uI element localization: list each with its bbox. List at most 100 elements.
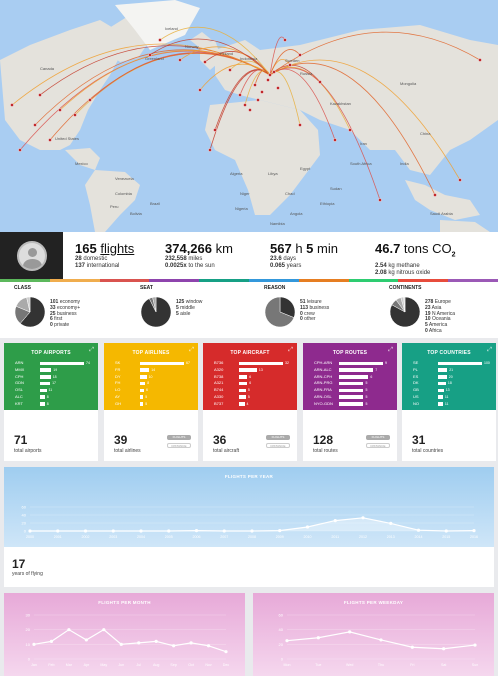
airport-marker[interactable]: [243, 103, 247, 107]
expand-icon[interactable]: ⤢: [288, 347, 293, 353]
card-row[interactable]: ARN-FRA 5: [314, 387, 390, 394]
airport-marker[interactable]: [238, 93, 242, 97]
card-row[interactable]: AY 5: [115, 394, 191, 401]
data-point[interactable]: [410, 645, 414, 649]
flights-link[interactable]: flights: [100, 241, 135, 256]
flights-toggle-button[interactable]: FLIGHTS: [366, 435, 390, 440]
flight-map[interactable]: Greenland Canada United States Mexico Venezu…: [0, 0, 498, 232]
pie-slice[interactable]: [19, 296, 46, 328]
pie-slice[interactable]: [264, 296, 295, 328]
distance-toggle-button[interactable]: DISTANCE: [366, 443, 390, 448]
pie-chart[interactable]: [264, 296, 296, 328]
pie-chart[interactable]: [140, 296, 172, 328]
pie-chart[interactable]: [14, 296, 46, 328]
flights-per-weekday-chart[interactable]: 0 20 40 60 Mon Tue Wed Thu Fri Sat Sun: [253, 593, 494, 676]
airport-marker[interactable]: [478, 58, 482, 62]
airport-marker[interactable]: [433, 193, 437, 197]
flights-toggle-button[interactable]: FLIGHTS: [167, 435, 191, 440]
data-point[interactable]: [49, 639, 54, 643]
card-row[interactable]: CPH-ARN 9: [314, 360, 390, 367]
card-row[interactable]: OSL 11: [15, 387, 91, 394]
card-row[interactable]: A320 13: [214, 367, 290, 374]
card-row[interactable]: NO 11: [413, 401, 489, 408]
card-row[interactable]: CPH 18: [15, 374, 91, 381]
airport-marker[interactable]: [348, 128, 352, 132]
card-row[interactable]: ALC 8: [15, 394, 91, 401]
airport-marker[interactable]: [272, 70, 276, 74]
card-row[interactable]: ARN-ALC 7: [314, 367, 390, 374]
data-point[interactable]: [119, 642, 123, 646]
card-row[interactable]: FR 14: [115, 367, 191, 374]
airport-marker[interactable]: [253, 83, 257, 87]
airport-marker[interactable]: [18, 148, 22, 152]
data-point[interactable]: [250, 529, 254, 533]
data-point[interactable]: [111, 529, 115, 533]
distance-toggle-button[interactable]: DISTANCE: [266, 443, 290, 448]
data-point[interactable]: [285, 639, 289, 643]
airport-marker[interactable]: [208, 148, 212, 152]
card-row[interactable]: B738 6: [214, 374, 290, 381]
card-row[interactable]: FH 8: [115, 380, 191, 387]
data-point[interactable]: [316, 636, 320, 640]
data-point[interactable]: [278, 529, 282, 533]
card-row[interactable]: ES 20: [413, 374, 489, 381]
distance-toggle-button[interactable]: DISTANCE: [167, 443, 191, 448]
card-row[interactable]: LO 6: [115, 387, 191, 394]
airport-marker[interactable]: [458, 178, 462, 182]
data-point[interactable]: [137, 641, 141, 645]
airport-marker[interactable]: [298, 53, 302, 57]
airport-marker[interactable]: [58, 108, 62, 112]
card-row[interactable]: NYO-GDN 5: [314, 401, 390, 408]
airport-marker[interactable]: [213, 128, 217, 132]
airport-marker[interactable]: [248, 108, 252, 112]
card-row[interactable]: ARN-PRG 5: [314, 380, 390, 387]
card-row[interactable]: GB 13: [413, 387, 489, 394]
card-row[interactable]: MMX 19: [15, 367, 91, 374]
airport-marker[interactable]: [228, 68, 232, 72]
data-point[interactable]: [83, 529, 88, 533]
airport-marker[interactable]: [260, 90, 264, 94]
pie-slice[interactable]: [26, 296, 31, 313]
data-point[interactable]: [32, 642, 36, 646]
data-point[interactable]: [194, 529, 199, 533]
data-point[interactable]: [167, 529, 171, 533]
airport-marker[interactable]: [298, 123, 302, 127]
data-point[interactable]: [56, 529, 60, 533]
data-point[interactable]: [102, 628, 106, 632]
card-row[interactable]: ARN-CPH 6: [314, 374, 390, 381]
card-row[interactable]: KRT 8: [15, 401, 91, 408]
data-point[interactable]: [28, 529, 32, 533]
airport-marker[interactable]: [198, 88, 202, 92]
pie-chart[interactable]: [389, 296, 421, 328]
card-row[interactable]: DY 10: [115, 374, 191, 381]
airport-marker[interactable]: [158, 38, 162, 42]
card-row[interactable]: B737 4: [214, 401, 290, 408]
data-point[interactable]: [444, 529, 448, 533]
pie-slice[interactable]: [403, 296, 406, 313]
data-point[interactable]: [154, 639, 158, 643]
world-map-canvas[interactable]: Greenland Canada United States Mexico Venezu…: [0, 0, 498, 232]
card-row[interactable]: ARN-OSL 5: [314, 394, 390, 401]
airport-marker[interactable]: [268, 73, 272, 77]
data-point[interactable]: [348, 630, 352, 634]
card-row[interactable]: SK 67: [115, 360, 191, 367]
airport-marker[interactable]: [48, 138, 52, 142]
card-row[interactable]: DK 18: [413, 380, 489, 387]
data-point[interactable]: [189, 641, 193, 645]
card-row[interactable]: GDN 17: [15, 380, 91, 387]
card-row[interactable]: ARN 74: [15, 360, 91, 367]
card-row[interactable]: B744 5: [214, 387, 290, 394]
airport-marker[interactable]: [333, 138, 337, 142]
airport-marker[interactable]: [288, 63, 292, 67]
card-row[interactable]: B736 32: [214, 360, 290, 367]
expand-icon[interactable]: ⤢: [89, 347, 94, 353]
pie-slice[interactable]: [279, 296, 296, 318]
data-point[interactable]: [206, 644, 211, 648]
airport-marker[interactable]: [88, 98, 92, 102]
data-point[interactable]: [222, 529, 226, 533]
data-point[interactable]: [473, 643, 477, 647]
card-row[interactable]: US 11: [413, 394, 489, 401]
data-point[interactable]: [442, 647, 446, 651]
pie-slice[interactable]: [152, 296, 157, 313]
airport-marker[interactable]: [33, 123, 37, 127]
